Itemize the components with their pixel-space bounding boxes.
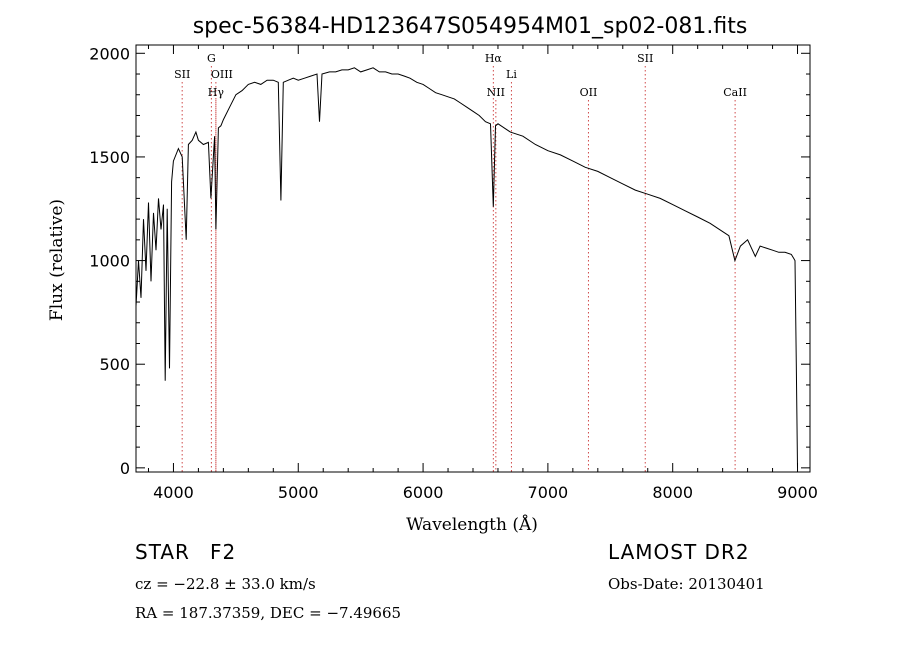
spectral-line-label: Hγ <box>208 86 225 99</box>
observation-date: Obs-Date: 20130401 <box>608 575 765 593</box>
x-tick-label: 6000 <box>403 483 444 502</box>
y-tick-label: 2000 <box>89 44 130 63</box>
spectral-line-label: CaII <box>723 86 747 99</box>
chart-title: spec-56384-HD123647S054954M01_sp02-081.f… <box>193 14 748 39</box>
x-axis-label: Wavelength (Å) <box>406 514 538 535</box>
x-tick-label: 4000 <box>153 483 194 502</box>
y-tick-label: 1000 <box>89 252 130 271</box>
spectral-line-label: NII <box>487 86 505 99</box>
y-tick-label: 0 <box>120 459 130 478</box>
survey-name: LAMOST DR2 <box>608 540 750 564</box>
x-tick-label: 8000 <box>652 483 693 502</box>
x-tick-label: 7000 <box>528 483 569 502</box>
spectral-line-label: OII <box>580 86 598 99</box>
spectral-line-label: OIII <box>211 68 233 81</box>
spectral-line-label: G <box>207 52 216 65</box>
y-tick-label: 500 <box>99 355 130 374</box>
x-tick-label: 5000 <box>278 483 319 502</box>
spectral-line-label: Li <box>506 68 517 81</box>
spectral-line-label: Hα <box>485 52 503 65</box>
spectral-line-label: SII <box>174 68 190 81</box>
spectral-line-label: SII <box>637 52 653 65</box>
spectral-subclass: F2 <box>210 540 237 564</box>
y-tick-label: 1500 <box>89 148 130 167</box>
redshift-cz: cz = −22.8 ± 33.0 km/s <box>135 575 316 593</box>
x-axis: 4000 5000 6000 7000 8000 9000 <box>147 45 818 502</box>
y-axis: 0 500 1000 1500 2000 <box>89 44 810 478</box>
x-tick-label: 9000 <box>777 483 818 502</box>
y-axis-label: Flux (relative) <box>47 199 67 321</box>
coordinates: RA = 187.37359, DEC = −7.49665 <box>135 604 402 622</box>
object-class: STAR <box>135 540 190 564</box>
spectrum-line <box>135 67 798 468</box>
plot-frame <box>135 44 811 473</box>
